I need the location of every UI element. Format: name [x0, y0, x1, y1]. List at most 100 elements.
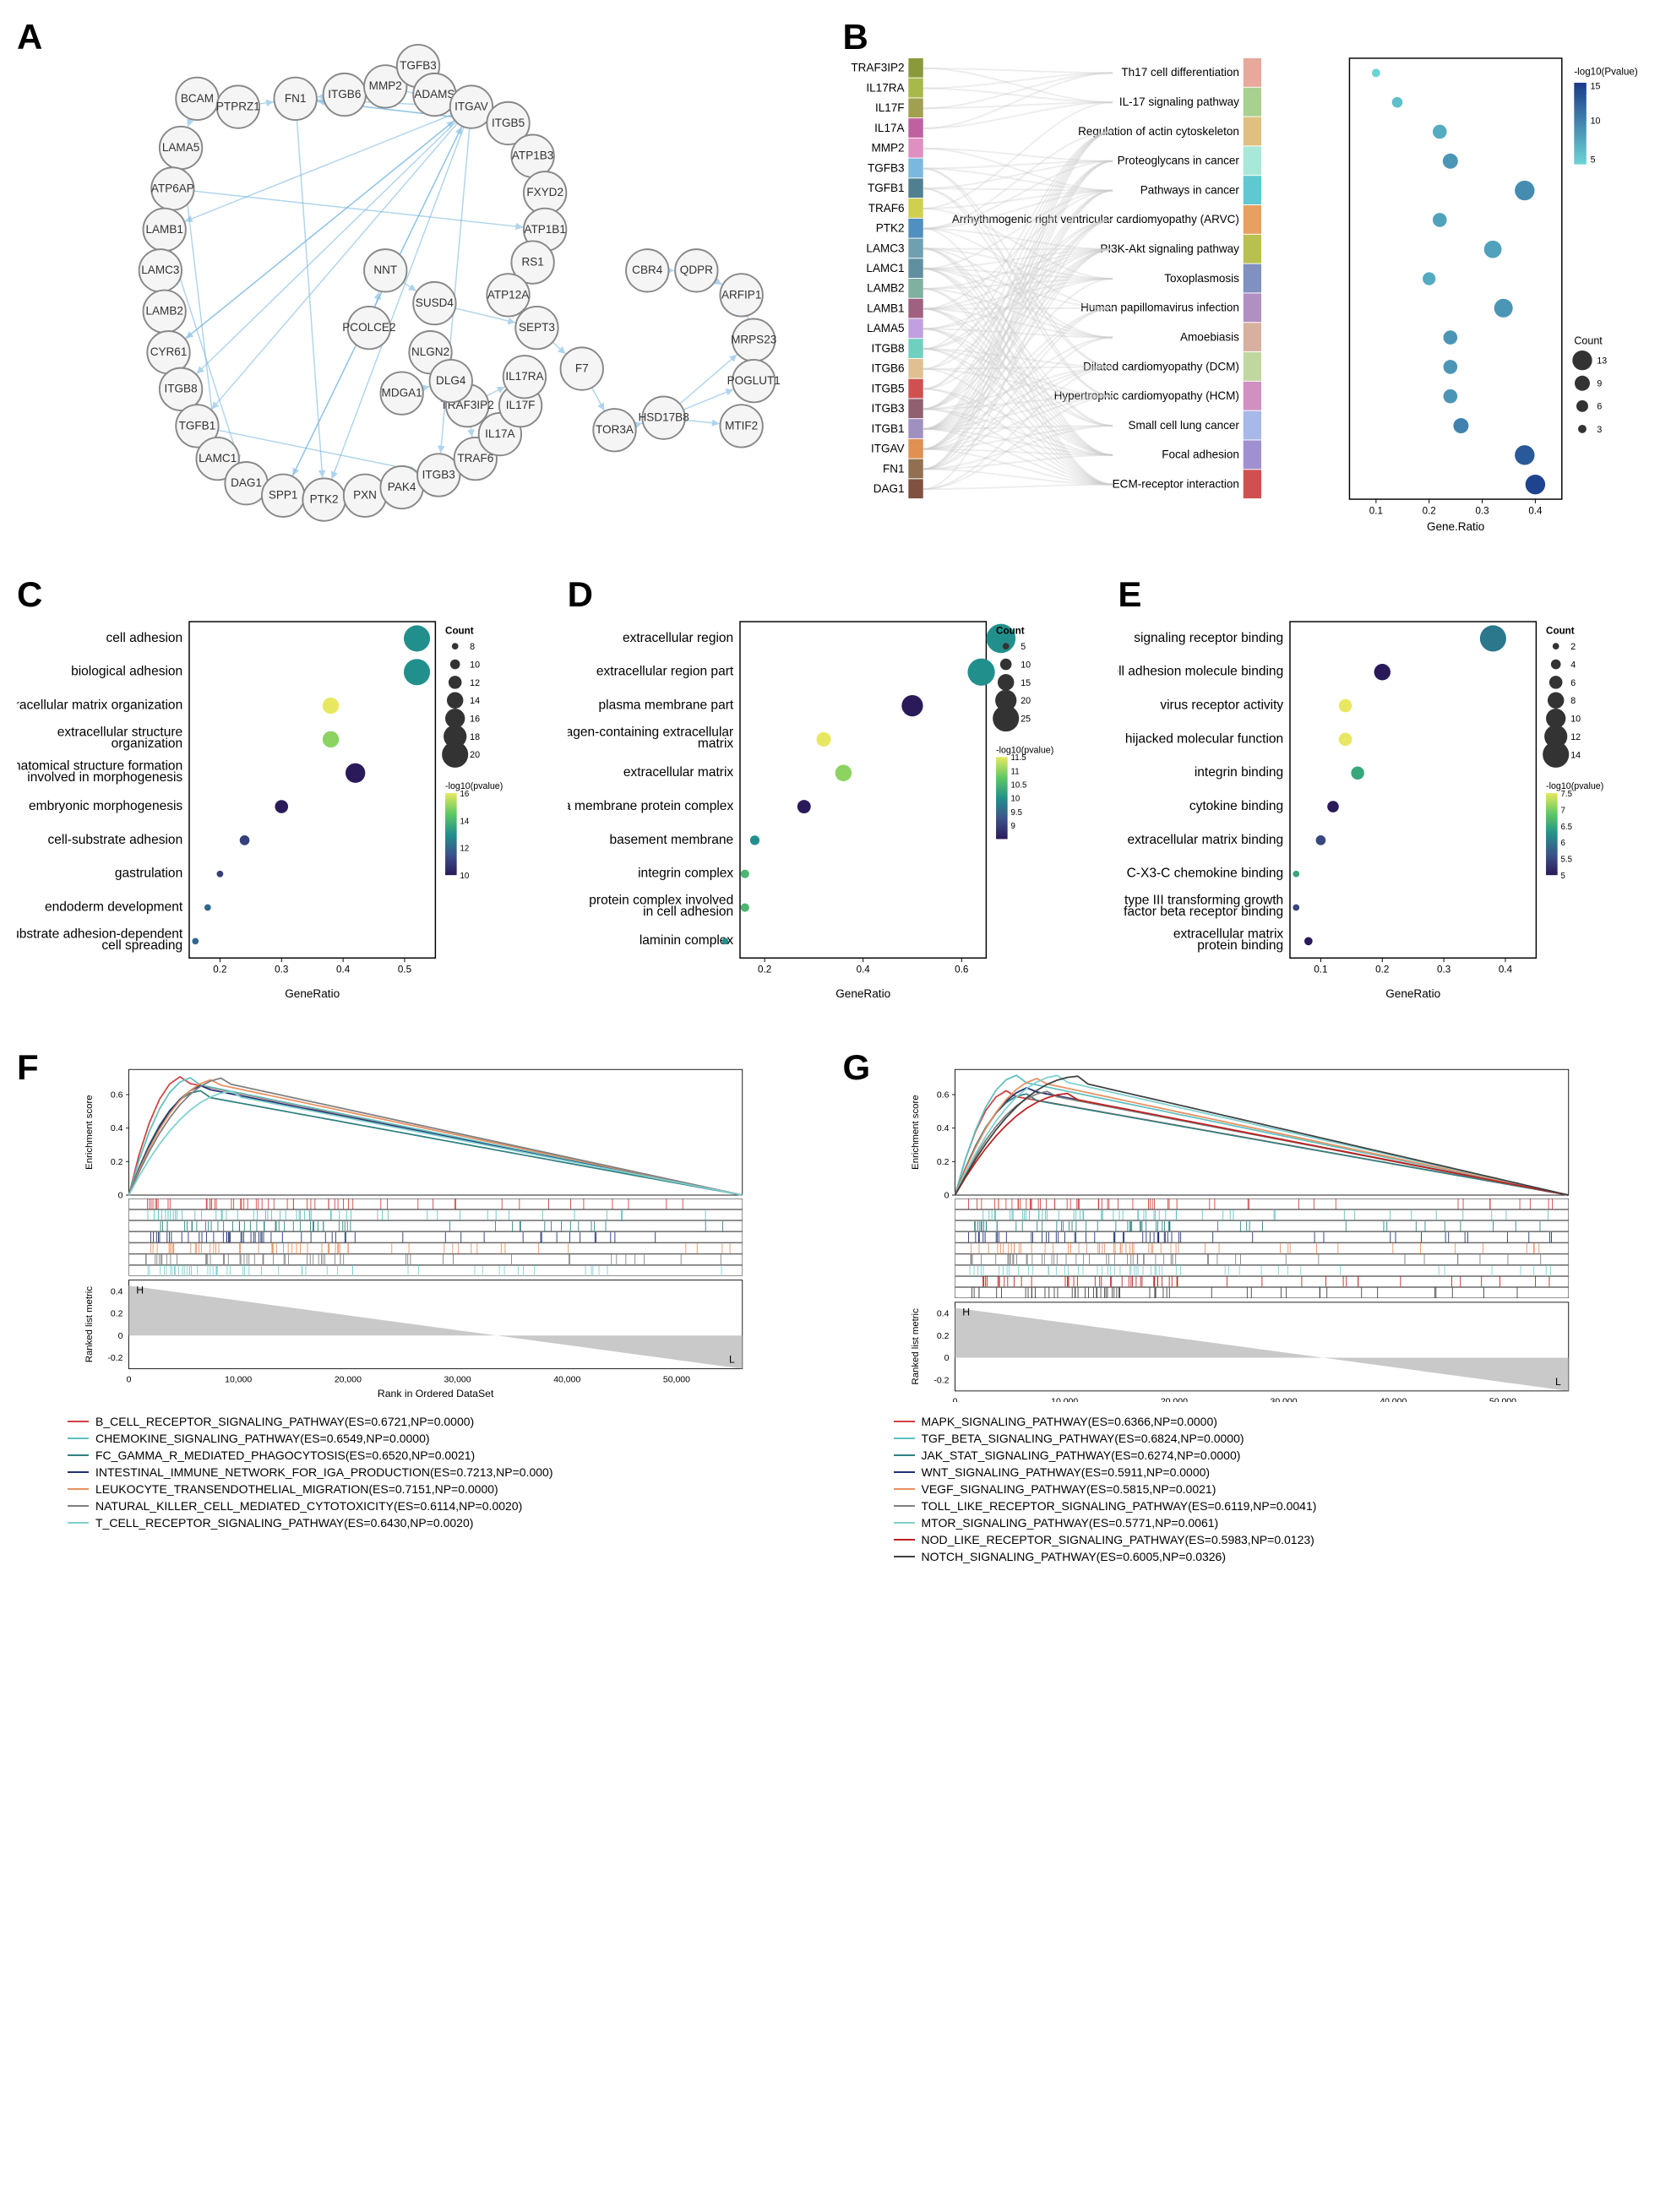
svg-text:HSD17B8: HSD17B8: [639, 411, 689, 424]
svg-text:8: 8: [470, 642, 475, 652]
svg-text:0.4: 0.4: [856, 965, 870, 976]
svg-text:in cell adhesion: in cell adhesion: [643, 905, 733, 919]
svg-text:Enrichment score: Enrichment score: [84, 1095, 95, 1169]
panel-f: F 00.20.40.6Enrichment score-0.200.20.4R…: [17, 1047, 818, 1655]
svg-text:0.2: 0.2: [111, 1157, 123, 1167]
svg-text:10,000: 10,000: [1051, 1397, 1078, 1402]
svg-text:H: H: [962, 1307, 970, 1318]
svg-text:50,000: 50,000: [1489, 1397, 1516, 1402]
svg-text:ITGAV: ITGAV: [454, 100, 488, 112]
dotplot-e: signaling receptor bindingcell adhesion …: [1118, 574, 1643, 1014]
svg-text:virus receptor activity: virus receptor activity: [1161, 698, 1284, 712]
svg-text:30,000: 30,000: [444, 1374, 471, 1384]
svg-text:Count: Count: [1546, 626, 1575, 637]
svg-text:11: 11: [1010, 767, 1019, 776]
svg-text:0.2: 0.2: [213, 965, 226, 976]
svg-text:IL17RA: IL17RA: [866, 81, 904, 94]
svg-text:integrin binding: integrin binding: [1195, 765, 1283, 780]
svg-text:20,000: 20,000: [1160, 1397, 1187, 1402]
svg-text:laminin complex: laminin complex: [640, 933, 734, 948]
svg-text:MDGA1: MDGA1: [382, 386, 422, 399]
svg-text:NLGN2: NLGN2: [411, 345, 449, 358]
svg-text:0: 0: [118, 1331, 123, 1341]
svg-text:14: 14: [460, 817, 470, 826]
panel-d-label: D: [568, 574, 593, 615]
svg-text:FN1: FN1: [285, 92, 307, 105]
svg-text:0.4: 0.4: [1528, 505, 1543, 516]
svg-text:Regulation of actin cytoskelet: Regulation of actin cytoskeleton: [1078, 125, 1239, 138]
svg-text:12: 12: [460, 845, 470, 854]
svg-text:9: 9: [1010, 822, 1015, 831]
svg-text:extracellular matrix: extracellular matrix: [623, 765, 734, 780]
svg-text:0.6: 0.6: [955, 965, 968, 976]
svg-text:NNT: NNT: [373, 264, 397, 276]
svg-text:GeneRatio: GeneRatio: [835, 987, 890, 1000]
svg-text:6: 6: [1561, 839, 1565, 848]
svg-text:5: 5: [1561, 872, 1565, 881]
svg-text:0.5: 0.5: [398, 965, 411, 976]
svg-text:0.4: 0.4: [111, 1286, 123, 1296]
gsea-g: 00.20.40.6Enrichment score-0.200.20.4Ran…: [843, 1047, 1644, 1402]
svg-text:10: 10: [470, 660, 480, 670]
svg-text:plasma membrane protein comple: plasma membrane protein complex: [568, 799, 733, 813]
svg-text:10: 10: [1571, 715, 1581, 725]
svg-text:extracellular matrix binding: extracellular matrix binding: [1128, 833, 1284, 847]
svg-text:CYR61: CYR61: [150, 345, 188, 358]
svg-text:Proteoglycans in cancer: Proteoglycans in cancer: [1117, 155, 1239, 167]
svg-text:6: 6: [1571, 678, 1576, 688]
svg-text:ITGB6: ITGB6: [871, 362, 904, 375]
svg-text:ITGB8: ITGB8: [164, 383, 197, 395]
svg-text:FN1: FN1: [882, 462, 904, 475]
svg-text:endoderm development: endoderm development: [45, 899, 183, 914]
svg-text:PTK2: PTK2: [875, 222, 904, 235]
svg-text:-log10(pvalue): -log10(pvalue): [445, 781, 503, 791]
svg-text:4: 4: [1571, 660, 1576, 670]
svg-text:0.3: 0.3: [1475, 505, 1489, 516]
svg-text:9.5: 9.5: [1010, 808, 1022, 818]
svg-text:0.4: 0.4: [936, 1309, 949, 1319]
svg-text:gastrulation: gastrulation: [115, 867, 182, 881]
svg-text:IL17F: IL17F: [506, 399, 536, 411]
svg-text:RS1: RS1: [521, 255, 543, 268]
svg-text:20,000: 20,000: [335, 1374, 362, 1384]
panel-b-label: B: [843, 17, 868, 57]
svg-text:LAMB1: LAMB1: [867, 302, 904, 314]
svg-text:30,000: 30,000: [1270, 1397, 1297, 1402]
svg-text:0.2: 0.2: [936, 1331, 949, 1341]
svg-text:PTPRZ1: PTPRZ1: [216, 100, 260, 112]
svg-text:biological adhesion: biological adhesion: [71, 665, 182, 679]
gsea-f-legend: B_CELL_RECEPTOR_SIGNALING_PATHWAY(ES=0.6…: [17, 1415, 818, 1530]
svg-text:7: 7: [1561, 806, 1565, 815]
svg-text:FXYD2: FXYD2: [526, 186, 563, 198]
svg-text:TGFB3: TGFB3: [400, 59, 437, 72]
svg-text:LAMA5: LAMA5: [162, 141, 199, 154]
dotplot-d: extracellular regionextracellular region…: [568, 574, 1093, 1014]
svg-text:PCOLCE2: PCOLCE2: [342, 321, 395, 334]
svg-text:L: L: [729, 1354, 735, 1366]
svg-text:signaling receptor binding: signaling receptor binding: [1135, 631, 1284, 645]
svg-text:IL17A: IL17A: [874, 122, 904, 134]
svg-text:organization: organization: [112, 736, 183, 751]
svg-text:TGFB1: TGFB1: [179, 419, 216, 432]
svg-text:10: 10: [1010, 795, 1020, 804]
svg-text:GeneRatio: GeneRatio: [1386, 987, 1441, 1000]
svg-text:6.5: 6.5: [1561, 823, 1573, 832]
svg-text:10,000: 10,000: [225, 1374, 252, 1384]
svg-text:6: 6: [1597, 402, 1602, 412]
svg-text:0: 0: [944, 1353, 949, 1363]
svg-text:Gene.Ratio: Gene.Ratio: [1426, 520, 1483, 533]
svg-text:hijacked molecular function: hijacked molecular function: [1125, 731, 1283, 746]
svg-text:factor beta receptor binding: factor beta receptor binding: [1124, 905, 1283, 919]
svg-text:0.1: 0.1: [1314, 965, 1328, 976]
svg-text:ITGB3: ITGB3: [422, 468, 455, 481]
svg-text:Toxoplasmosis: Toxoplasmosis: [1164, 272, 1239, 285]
svg-text:SUSD4: SUSD4: [416, 296, 454, 309]
svg-text:ATP1B3: ATP1B3: [512, 149, 553, 162]
panel-c: C cell adhesionbiological adhesionextrac…: [17, 574, 542, 1014]
svg-text:MTIF2: MTIF2: [725, 419, 758, 432]
svg-text:ADAMS: ADAMS: [414, 88, 454, 101]
panel-b: B TRAF3IP2IL17RAIL17FIL17AMMP2TGFB3TGFB1…: [843, 17, 1644, 541]
panel-g: G 00.20.40.6Enrichment score-0.200.20.4R…: [843, 1047, 1644, 1655]
svg-text:integrin complex: integrin complex: [638, 867, 733, 881]
svg-text:matrix: matrix: [698, 736, 734, 751]
